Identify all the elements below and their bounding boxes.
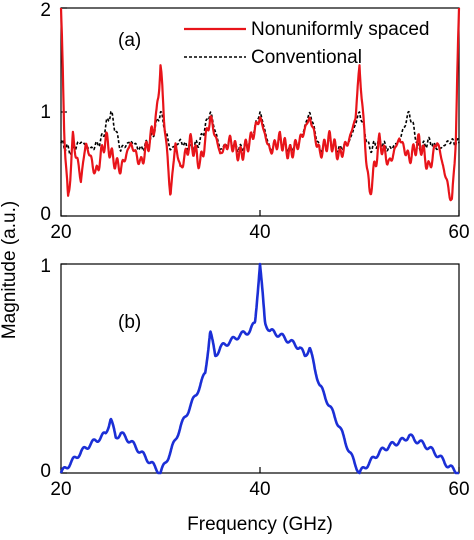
panel-a-x-tick-label: 20	[50, 222, 71, 243]
panel-b-x-tick-label: 20	[50, 479, 71, 500]
panel-a-y-tick-label: 0	[40, 204, 51, 225]
panel-b-x-tick-label: 60	[448, 479, 469, 500]
panel-a-label: (a)	[118, 30, 141, 51]
panel-a-series-conventional	[60, 110, 460, 156]
panel-a-x-tick-label: 40	[249, 222, 270, 243]
y-axis-label: Magnitude (a.u.)	[0, 201, 20, 339]
panel-b-y-tick-label: 0	[40, 461, 51, 482]
panel-a-series	[59, 7, 461, 202]
panel-b-ticks: 20 40 60 0 1	[40, 256, 469, 500]
panel-b-y-tick-label: 1	[40, 256, 51, 277]
panel-a-series-nonuniformly-spaced	[59, 7, 461, 202]
panel-b-x-tick-label: 40	[249, 479, 270, 500]
legend: Nonuniformly spaced Conventional	[184, 19, 429, 68]
panel-a-y-tick-label: 1	[40, 102, 51, 123]
panel-b-label: (b)	[118, 312, 141, 333]
panel-b-series-line	[59, 262, 460, 475]
legend-label-conventional: Conventional	[251, 47, 362, 68]
x-axis-label: Frequency (GHz)	[187, 514, 333, 535]
panel-b-series	[59, 262, 460, 475]
panel-a-x-tick-label: 60	[448, 222, 469, 243]
legend-label-nonuniform: Nonuniformly spaced	[251, 19, 429, 40]
panel-a-y-tick-label: 2	[40, 0, 51, 21]
